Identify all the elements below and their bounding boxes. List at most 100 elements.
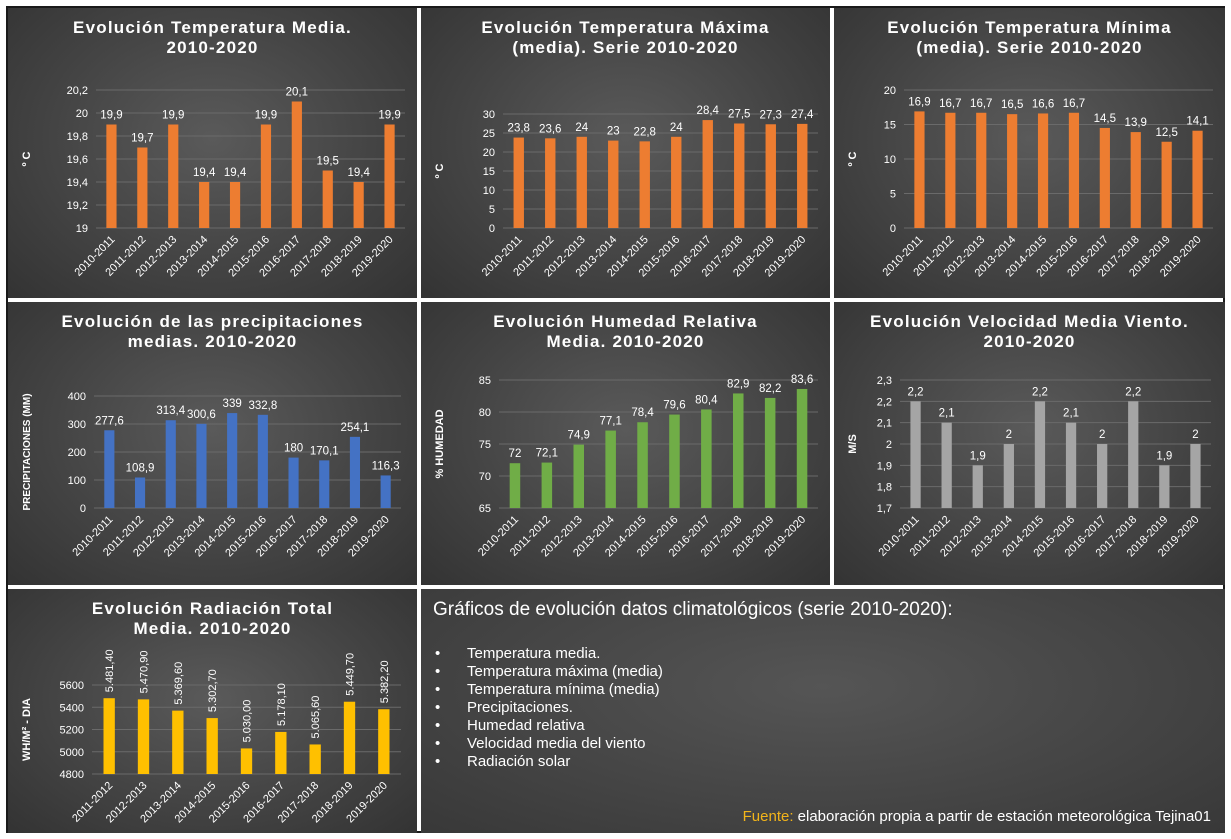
summary-list: Temperatura media.Temperatura máxima (me… [433,645,663,771]
y-tick-label: 75 [479,439,491,451]
bar [103,698,115,774]
y-tick-label: 19,8 [67,131,88,143]
data-label: 12,5 [1155,127,1177,139]
bar [796,388,808,508]
bar [1065,422,1077,508]
data-label: 2 [1192,429,1198,441]
bar [513,137,524,228]
y-tick-label: 5600 [60,680,84,692]
data-label: 1,9 [1156,450,1172,462]
data-label: 5.302,70 [207,669,219,712]
chart-title: Evolución Velocidad Media Viento. 2010-2… [870,312,1189,351]
y-tick-label: 4800 [60,769,84,781]
data-label: 83,6 [791,374,813,386]
bar [639,141,650,228]
data-label: 5.065,60 [310,696,322,739]
bar [257,414,268,508]
y-tick-label: 10 [884,154,896,166]
bar [172,710,184,774]
bar [104,430,115,508]
y-tick-label: 65 [479,503,491,515]
bar [260,124,272,228]
data-label: 23,8 [508,123,530,135]
chart-panel-3: Evolución Temperatura Mínima (media). Se… [834,8,1225,298]
data-label: 19,4 [193,167,216,179]
summary-list-item: Temperatura media. [433,645,663,663]
y-tick-label: 300 [68,419,86,431]
data-label: 16,9 [908,96,930,108]
summary-list-item: Velocidad media del viento [433,735,663,753]
data-label: 313,4 [156,405,185,417]
summary-list-item: Precipitaciones. [433,699,663,717]
bar [1192,130,1203,228]
bar [637,422,648,508]
bar [1007,114,1018,228]
chart-title: Evolución de las precipitaciones medias.… [61,312,364,351]
data-label: 19,4 [347,167,370,179]
bar [701,409,712,508]
data-label: 28,4 [697,105,720,117]
data-label: 2,2 [908,386,924,398]
data-label: 82,2 [759,383,781,395]
data-label: 2,1 [939,408,955,420]
bar [1190,444,1201,508]
bar [1068,112,1080,228]
y-tick-label: 2,3 [877,375,892,387]
y-tick-label: 5400 [60,702,84,714]
bar [734,123,745,228]
source-text: elaboración propia a partir de estación … [793,808,1211,825]
bar [227,413,238,508]
data-label: 1,9 [970,450,986,462]
bar [168,124,179,228]
data-label: 14,1 [1186,116,1208,128]
data-label: 72 [509,448,522,460]
summary-panel: Gráficos de evolución datos climatológic… [421,589,1225,833]
bar [349,436,361,508]
y-axis-label: º C [434,163,446,178]
y-tick-label: 2 [886,439,892,451]
data-label: 80,4 [695,394,718,406]
bar [1161,141,1172,228]
y-axis-label: PRECIPITACIONES (MM) [22,393,33,510]
chart-panel-1: Evolución Temperatura Media. 2010-2020 19… [8,8,417,298]
bar [229,182,241,228]
data-label: 27,3 [760,109,782,121]
bar [1128,401,1139,508]
data-label: 27,4 [791,109,814,121]
bar [106,124,117,228]
chart-panel-6: Evolución Velocidad Media Viento. 2010-2… [834,302,1225,585]
bar [545,138,556,228]
y-tick-label: 19,2 [67,200,88,212]
y-tick-label: 10 [483,185,495,197]
data-label: 116,3 [372,460,400,472]
y-tick-label: 25 [483,128,495,140]
bar [378,709,390,774]
data-label: 5.178,10 [276,683,288,726]
bar [671,136,682,228]
chart-panel-7: Evolución Radiación Total Media. 2010-20… [8,589,417,833]
data-label: 277,6 [95,415,124,427]
data-label: 74,9 [568,430,590,442]
chart-plot: 1,71,81,922,12,22,3M/S2,22010-20112,1201… [847,375,1211,559]
data-label: 19,9 [100,110,122,122]
y-tick-label: 2,1 [877,418,892,430]
y-tick-label: 5000 [60,747,84,759]
bar [576,136,587,228]
y-tick-label: 0 [489,223,495,235]
data-label: 16,5 [1001,99,1023,111]
bar [605,430,616,508]
y-tick-label: 5 [890,189,896,201]
data-label: 5.382,20 [379,660,391,703]
y-tick-label: 20,2 [67,85,88,97]
data-label: 5.449,70 [345,653,357,696]
bar [384,124,395,228]
data-label: 16,7 [970,98,992,110]
bar [319,460,330,508]
summary-list-item: Humedad relativa [433,717,663,735]
data-label: 2,2 [1125,386,1141,398]
bar [288,457,299,508]
summary-list-item: Temperatura mínima (media) [433,681,663,699]
bar [910,401,921,508]
